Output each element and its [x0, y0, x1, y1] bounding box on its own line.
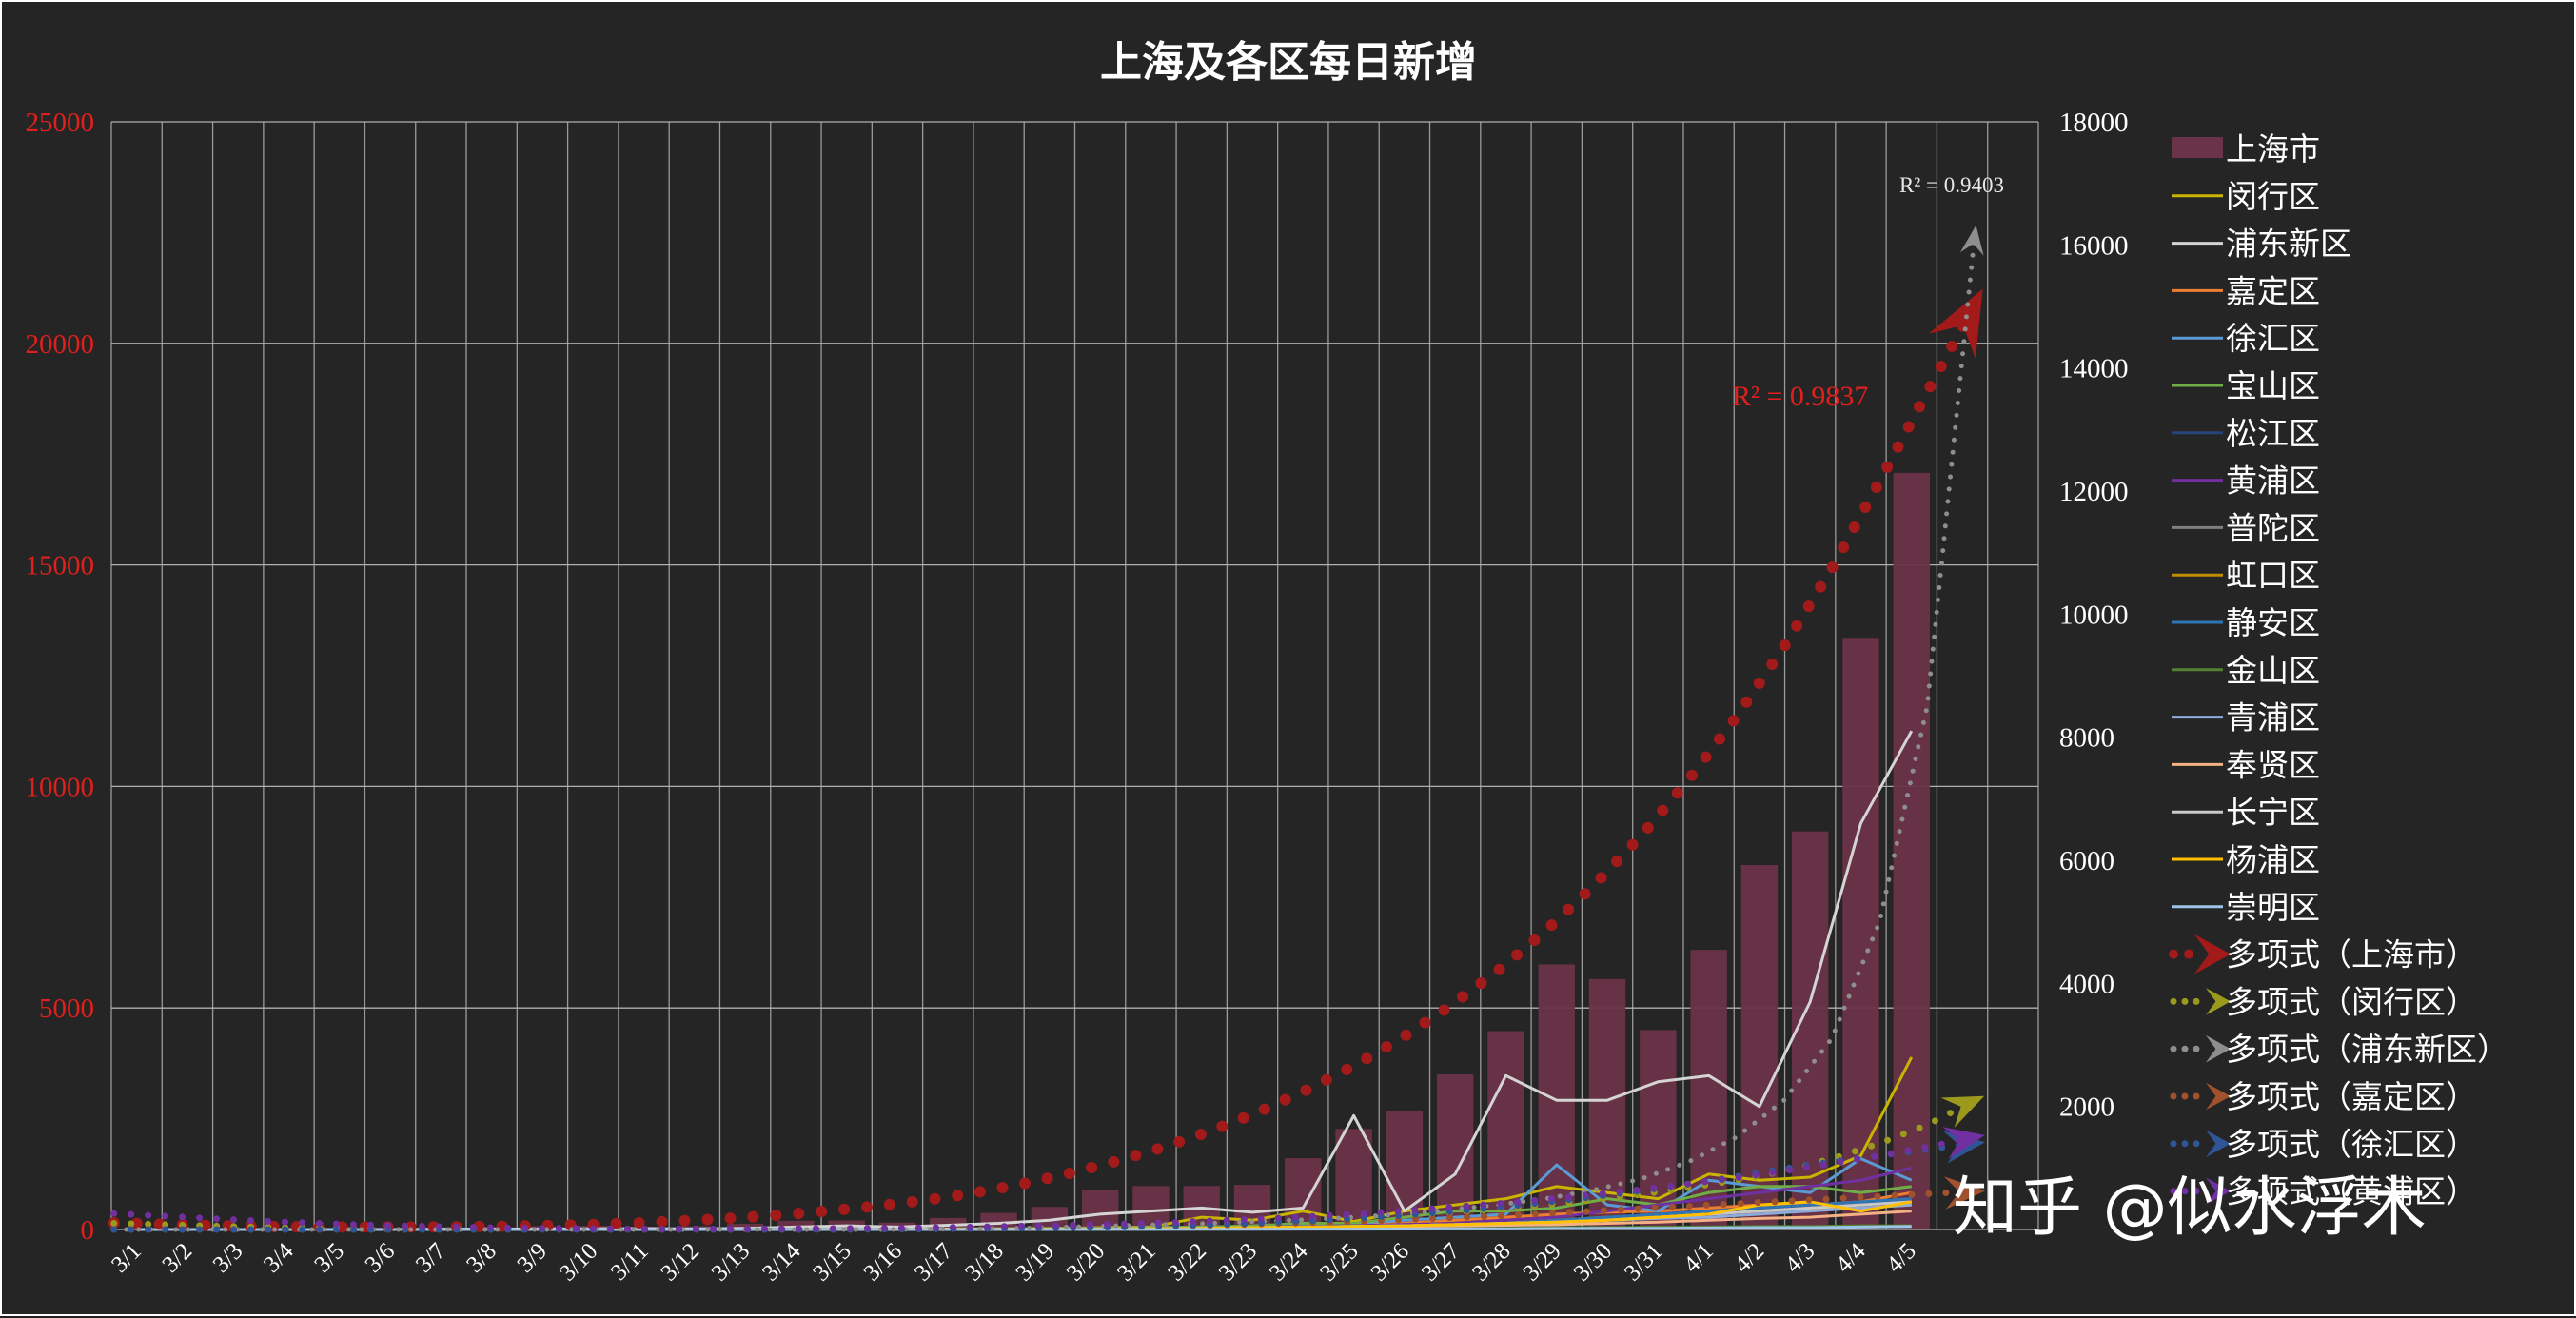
legend-item-label: 闵行区 — [2226, 178, 2320, 215]
y-tick-label-left: 25000 — [26, 108, 95, 138]
x-tick-label: 4/4 — [1831, 1238, 1871, 1278]
x-tick-label: 3/15 — [808, 1238, 856, 1287]
chart-title: 上海及各区每日新增 — [1100, 38, 1477, 87]
legend-item-label: 黄浦区 — [2226, 462, 2320, 500]
legend-item-label: 静安区 — [2226, 604, 2320, 641]
x-tick-label: 3/20 — [1062, 1238, 1111, 1287]
y-tick-label-right: 8000 — [2059, 723, 2114, 754]
x-tick-label: 3/30 — [1569, 1238, 1618, 1287]
x-tick-label: 3/7 — [411, 1238, 451, 1278]
legend: 上海市闵行区浦东新区嘉定区徐汇区宝山区松江区黄浦区普陀区虹口区静安区金山区青浦区… — [2172, 130, 2508, 1210]
x-tick-label: 4/5 — [1881, 1238, 1921, 1278]
legend-swatch-bar — [2172, 137, 2223, 158]
x-tick-label: 3/8 — [462, 1238, 501, 1278]
x-tick-label: 3/4 — [259, 1238, 299, 1278]
x-tick-label: 3/2 — [157, 1238, 197, 1278]
y-tick-label-left: 10000 — [26, 772, 95, 802]
y-tick-label-right: 10000 — [2059, 600, 2129, 630]
x-tick-label: 3/23 — [1214, 1238, 1263, 1287]
x-tick-label: 4/3 — [1780, 1238, 1820, 1278]
watermark-text: 知乎 @似水浮木 — [1953, 1170, 2427, 1246]
legend-item-label: 多项式（徐汇区） — [2226, 1126, 2477, 1163]
x-tick-label: 3/10 — [555, 1238, 603, 1287]
bar — [1842, 638, 1878, 1229]
legend-item-label: 松江区 — [2226, 415, 2320, 452]
x-tick-label: 3/18 — [960, 1238, 1009, 1287]
legend-item-label: 多项式（上海市） — [2226, 936, 2477, 974]
r2-label-pudong: R² = 0.9403 — [1899, 173, 2004, 197]
x-tick-label: 3/12 — [657, 1238, 705, 1287]
y-tick-label-right: 6000 — [2059, 846, 2114, 876]
x-tick-label: 3/9 — [513, 1238, 553, 1278]
y-tick-label-right: 2000 — [2059, 1092, 2114, 1123]
y-tick-label-left: 20000 — [26, 329, 95, 360]
x-tick-label: 3/14 — [757, 1238, 806, 1287]
x-tick-label: 3/16 — [859, 1238, 908, 1287]
legend-item-label: 奉贤区 — [2226, 746, 2320, 783]
legend-item-label: 杨浦区 — [2226, 841, 2320, 878]
y-tick-label-right: 12000 — [2059, 477, 2129, 507]
x-tick-label: 3/3 — [208, 1238, 248, 1278]
legend-item-label: 多项式（闵行区） — [2226, 983, 2477, 1020]
legend-item-label: 长宁区 — [2226, 794, 2320, 831]
x-tick-label: 3/25 — [1315, 1238, 1364, 1287]
x-tick-label: 3/13 — [707, 1238, 756, 1287]
legend-item-label: 青浦区 — [2226, 699, 2320, 737]
x-tick-label: 3/19 — [1012, 1238, 1060, 1287]
y-tick-label-right: 18000 — [2059, 108, 2129, 138]
x-tick-label: 3/22 — [1163, 1238, 1211, 1287]
legend-item-label: 普陀区 — [2226, 509, 2320, 546]
r2-labels: R² = 0.9837 R² = 0.9403 — [1732, 173, 2004, 412]
x-tick-label: 3/28 — [1467, 1238, 1516, 1287]
legend-item-label: 多项式（浦东新区） — [2226, 1031, 2508, 1068]
x-tick-label: 3/26 — [1367, 1238, 1415, 1287]
legend-item-label: 徐汇区 — [2226, 320, 2320, 357]
y-tick-label-right: 14000 — [2059, 354, 2129, 384]
x-tick-label: 3/1 — [107, 1238, 147, 1278]
y-tick-label-right: 16000 — [2059, 230, 2129, 261]
legend-item-label: 多项式（嘉定区） — [2226, 1078, 2477, 1115]
trendline-arrowhead — [1960, 226, 1984, 256]
legend-item-label: 虹口区 — [2226, 557, 2320, 594]
y-tick-label-left: 15000 — [26, 551, 95, 581]
legend-item-label: 宝山区 — [2226, 367, 2320, 404]
bar — [1894, 473, 1930, 1229]
legend-item-label: 崇明区 — [2226, 889, 2320, 926]
x-tick-label: 4/2 — [1729, 1238, 1769, 1278]
legend-item-label: 嘉定区 — [2226, 272, 2320, 309]
x-tick-label: 3/21 — [1112, 1238, 1161, 1287]
x-tick-label: 3/24 — [1265, 1238, 1313, 1287]
legend-item-label: 上海市 — [2226, 130, 2320, 167]
x-tick-label: 3/27 — [1417, 1238, 1465, 1287]
y-tick-label-left: 0 — [81, 1215, 95, 1246]
r2-label-shanghai: R² = 0.9837 — [1732, 381, 1868, 412]
x-tick-label: 3/5 — [309, 1238, 349, 1278]
x-tick-label: 3/11 — [606, 1238, 654, 1286]
x-tick-label: 4/1 — [1679, 1238, 1719, 1278]
x-tick-label: 3/29 — [1518, 1238, 1566, 1287]
x-tick-label: 3/31 — [1620, 1238, 1668, 1287]
legend-item-label: 浦东新区 — [2226, 226, 2351, 263]
y-tick-label-right: 4000 — [2059, 969, 2114, 999]
x-tick-label: 3/17 — [910, 1238, 958, 1287]
y-tick-label-left: 5000 — [39, 993, 94, 1024]
x-tick-label: 3/6 — [361, 1238, 401, 1278]
legend-item-label: 金山区 — [2226, 652, 2320, 689]
